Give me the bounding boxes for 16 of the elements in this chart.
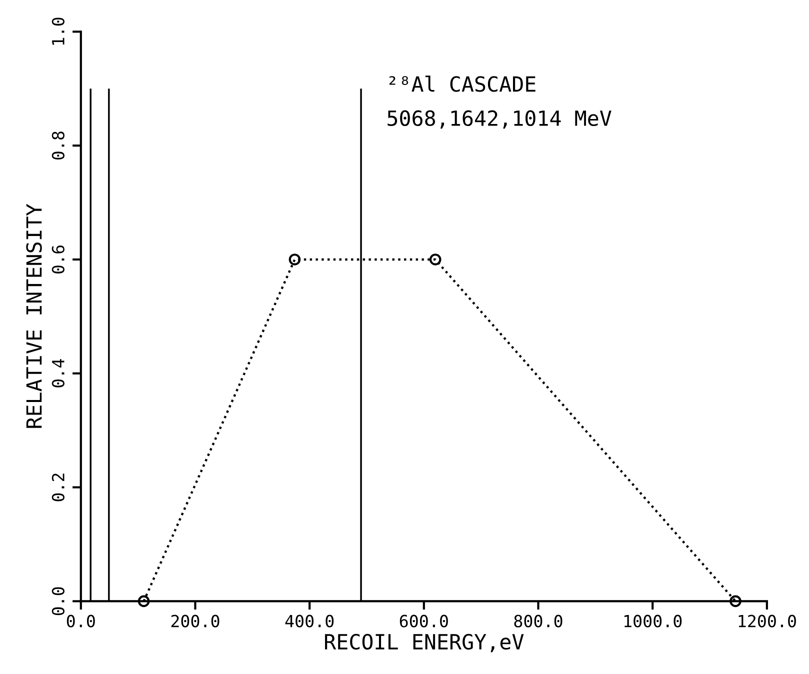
x-tick-label: 400.0 [285, 614, 334, 628]
x-tick-label: 1000.0 [624, 614, 682, 628]
annotation: ²⁸Al CASCADE [389, 76, 536, 92]
y-tick-label: 0.2 [52, 474, 64, 502]
y-tick-label: 1.0 [52, 18, 64, 45]
annotation: 5068,1642,1014 MeV [388, 110, 612, 129]
x-tick-label: 1200.0 [738, 614, 796, 628]
y-tick-label: 0.4 [52, 359, 64, 388]
y-tick-label: 0.6 [52, 246, 64, 274]
x-tick-label: 0.0 [66, 614, 95, 628]
x-tick-label: 600.0 [400, 614, 448, 628]
x-tick-label: 200.0 [171, 614, 220, 628]
y-tick-label: 0.8 [52, 132, 64, 160]
x-tick-label: 800.0 [514, 614, 562, 628]
x-axis-title: RECOIL ENERGY,eV [325, 634, 524, 652]
y-axis-title: RELATIVE INTENSITY [26, 204, 42, 428]
